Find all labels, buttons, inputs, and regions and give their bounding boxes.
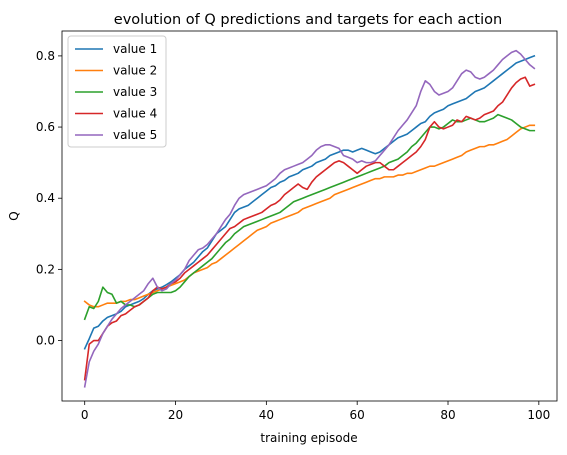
legend-label-4: value 4 — [113, 107, 157, 121]
y-tick-label: 0.0 — [36, 334, 55, 348]
y-tick-label: 0.6 — [36, 120, 55, 134]
x-tick-label: 0 — [81, 408, 89, 422]
x-axis: 0 20 40 60 80 100 — [81, 401, 550, 422]
legend-label-2: value 2 — [113, 64, 157, 78]
legend: value 1 value 2 value 3 value 4 value 5 — [67, 35, 167, 148]
y-tick-label: 0.4 — [36, 191, 55, 205]
x-tick-label: 40 — [259, 408, 274, 422]
chart-title: evolution of Q predictions and targets f… — [114, 12, 502, 28]
x-tick-label: 80 — [440, 408, 455, 422]
y-axis: 0.0 0.2 0.4 0.6 0.8 — [36, 49, 62, 348]
y-tick-label: 0.2 — [36, 262, 55, 276]
x-tick-label: 20 — [168, 408, 183, 422]
y-axis-label: Q — [7, 211, 21, 220]
x-tick-label: 100 — [527, 408, 550, 422]
legend-label-5: value 5 — [113, 128, 157, 142]
legend-label-3: value 3 — [113, 85, 157, 99]
series-line-5 — [83, 49, 536, 388]
series-line-3 — [83, 113, 536, 321]
y-tick-label: 0.8 — [36, 49, 55, 63]
plot-frame — [61, 30, 558, 402]
legend-box — [67, 35, 167, 148]
legend-items: value 1 value 2 value 3 value 4 value 5 — [75, 42, 157, 142]
x-tick-label: 60 — [350, 408, 365, 422]
legend-label-1: value 1 — [113, 42, 157, 56]
series-layer — [83, 49, 536, 388]
x-axis-label: training episode — [260, 431, 357, 445]
